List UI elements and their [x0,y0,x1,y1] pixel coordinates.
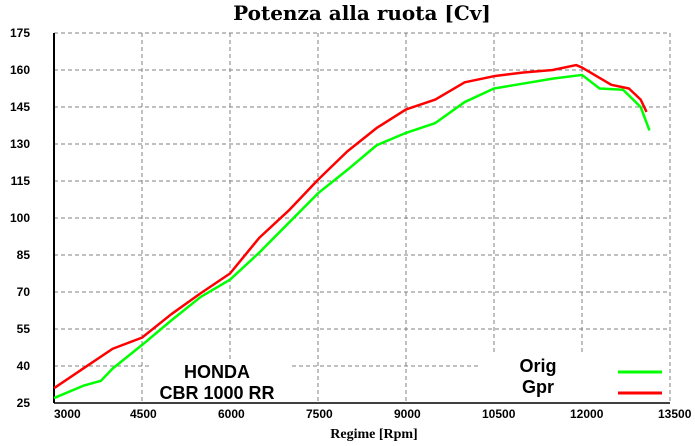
chart-title: Potenza alla ruota [Cv] [233,1,491,25]
series-line-orig [53,73,651,400]
y-tick-label: 160 [10,63,30,77]
y-tick-label: 70 [17,285,31,299]
legend-background [478,355,668,402]
y-tick-label: 100 [10,211,30,225]
annotation-model: CBR 1000 RR [159,383,274,403]
annotation-background [150,360,290,402]
series-line-gpr [53,63,648,390]
y-tick-label: 55 [17,322,31,336]
x-tick-label: 9000 [394,407,421,421]
y-tick-label: 130 [10,137,30,151]
x-tick-label: 4500 [130,407,157,421]
y-tick-label: 175 [10,26,30,40]
y-tick-label: 25 [17,396,31,410]
x-tick-label: 6000 [218,407,245,421]
x-tick-label: 12000 [570,407,604,421]
x-tick-label: 13500 [658,407,692,421]
x-axis-label: Regime [Rpm] [330,427,417,442]
x-tick-label: 10500 [482,407,516,421]
legend-label: Orig [519,356,556,376]
y-tick-label: 85 [17,248,31,262]
annotation-make: HONDA [184,362,250,382]
y-tick-label: 115 [11,174,31,188]
legend-label: Gpr [522,377,554,397]
y-tick-label: 40 [17,359,31,373]
y-tick-label: 145 [10,100,30,114]
x-tick-label: 3000 [54,407,81,421]
x-tick-label: 7500 [306,407,333,421]
